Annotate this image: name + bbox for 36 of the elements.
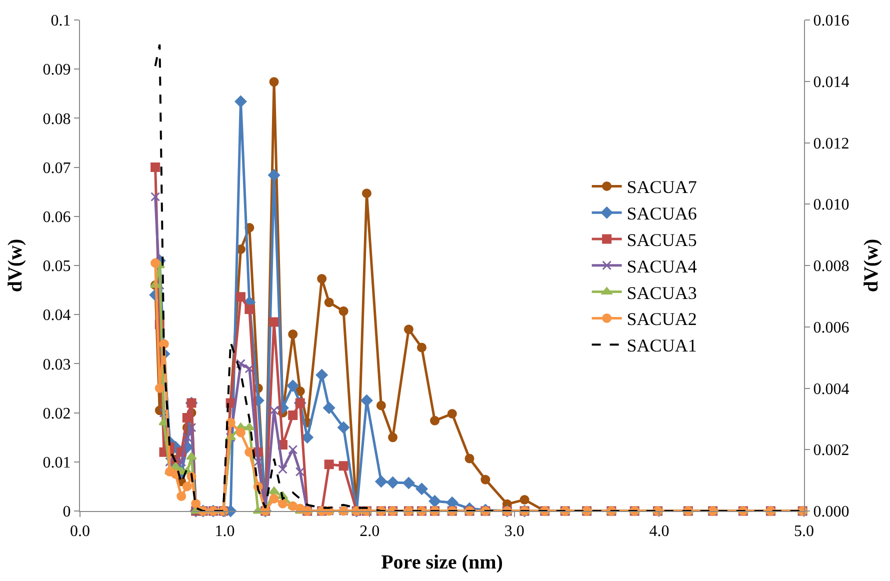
x-axis-title: Pore size (nm) — [381, 552, 503, 574]
y-tick-label: 0.03 — [42, 356, 71, 374]
y2-axis-title: dV(w) — [860, 238, 883, 292]
y2-tick-label: 0.004 — [813, 380, 850, 398]
y-tick-label: 0.08 — [42, 110, 71, 128]
x-tick-label: 4.0 — [649, 523, 670, 540]
y2-tick-label: 0.012 — [813, 135, 850, 152]
y2-tick-label: 0.006 — [813, 319, 850, 336]
y-tick-label: 0.06 — [42, 209, 71, 226]
y-tick-label: 0 — [62, 504, 71, 521]
legend-label: SACUA1 — [626, 336, 697, 356]
x-tick-label: 2.0 — [360, 523, 380, 540]
legend-label: SACUA6 — [626, 204, 697, 224]
y-tick-label: 0.05 — [42, 258, 71, 276]
y-tick-label: 0.1 — [50, 12, 71, 30]
legend-label: SACUA3 — [626, 282, 697, 303]
legend-label: SACUA2 — [626, 309, 697, 330]
y-tick-label: 0.07 — [42, 160, 71, 177]
x-tick-label: 1.0 — [214, 523, 235, 540]
y2-tick-label: 0.002 — [813, 442, 850, 460]
y2-tick-label: 0.000 — [813, 504, 850, 521]
x-tick-label: 5.0 — [794, 523, 814, 540]
y-tick-label: 0.01 — [42, 454, 71, 472]
legend-label: SACUA4 — [626, 256, 697, 276]
x-tick-label: 3.0 — [504, 523, 524, 540]
y-tick-label: 0.04 — [42, 307, 71, 324]
legend-label: SACUA7 — [626, 177, 697, 198]
y2-tick-label: 0.008 — [813, 258, 850, 276]
y-tick-label: 0.09 — [42, 62, 71, 79]
y2-tick-label: 0.014 — [813, 74, 850, 91]
y-tick-label: 0.02 — [42, 405, 71, 422]
legend-label: SACUA5 — [626, 230, 697, 250]
y-axis-title: dV(w) — [4, 238, 26, 292]
x-tick-label: 0.0 — [70, 523, 90, 540]
y2-tick-label: 0.016 — [813, 12, 850, 30]
y2-tick-label: 0.010 — [813, 196, 850, 214]
